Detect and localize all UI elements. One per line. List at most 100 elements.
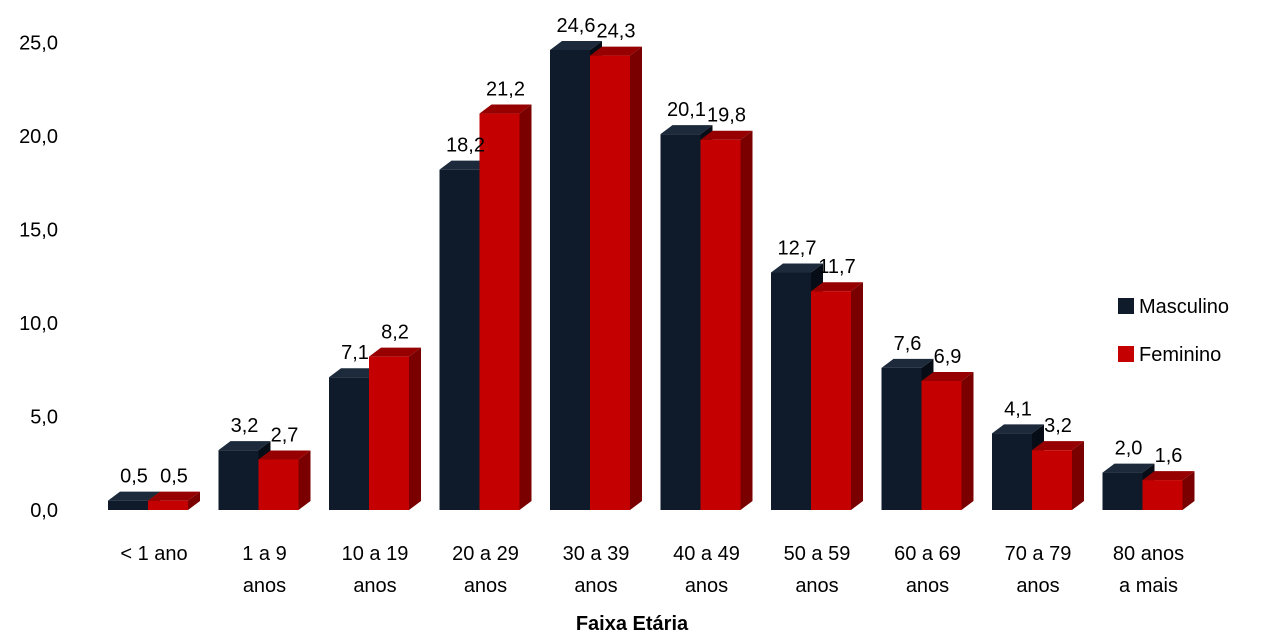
bar-front-face <box>992 433 1032 510</box>
bar-feminino <box>921 371 974 510</box>
legend-swatch <box>1118 346 1134 362</box>
x-tick-label: anos <box>574 575 617 597</box>
bar-feminino <box>1032 441 1084 510</box>
bar-side-face <box>1182 471 1195 510</box>
bar-top-face <box>329 368 381 378</box>
x-tick-label: 60 a 69 <box>894 543 961 565</box>
bar-feminino <box>148 491 200 510</box>
bar-top-face <box>1142 471 1195 481</box>
bar-front-face <box>771 272 811 510</box>
bar-top-face <box>590 46 642 56</box>
bar-front-face <box>148 500 188 510</box>
x-tick-label: 80 anos <box>1113 543 1184 565</box>
bar-top-face <box>258 450 311 460</box>
x-tick-label: 40 a 49 <box>673 543 740 565</box>
y-tick-label: 20,0 <box>19 126 58 148</box>
legend: Masculino Feminino <box>1118 296 1229 366</box>
data-label: 19,8 <box>707 105 746 127</box>
y-axis: 0,0 5,0 10,0 15,0 20,0 25,0 <box>19 33 58 523</box>
bar-front-face <box>590 55 630 511</box>
data-label: 0,5 <box>120 466 148 488</box>
bar-side-face <box>961 371 974 510</box>
data-label: 8,2 <box>381 322 409 344</box>
bar-feminino <box>590 46 642 511</box>
x-tick-label: anos <box>1016 575 1059 597</box>
y-tick-label: 5,0 <box>30 407 58 429</box>
bar-top-face <box>881 358 934 368</box>
bar-front-face <box>439 169 480 510</box>
bar-feminino <box>258 450 311 510</box>
data-label: 24,3 <box>597 21 636 43</box>
x-tick-label: anos <box>795 575 838 597</box>
data-label: 24,6 <box>557 15 596 37</box>
legend-label: Masculino <box>1139 296 1229 318</box>
bar-top-face <box>921 371 974 381</box>
bar-front-face <box>479 113 520 510</box>
bar-front-face <box>1102 472 1143 510</box>
data-label: 2,0 <box>1115 438 1143 460</box>
x-tick-label: anos <box>353 575 396 597</box>
data-label: 2,7 <box>271 425 299 447</box>
bar-top-face <box>992 424 1044 434</box>
data-label: 1,6 <box>1155 445 1183 467</box>
bar-front-face <box>258 459 299 510</box>
x-tick-label: anos <box>464 575 507 597</box>
data-label: 0,5 <box>160 466 188 488</box>
bar-feminino <box>1142 471 1195 510</box>
x-tick-label: < 1 ano <box>120 543 187 565</box>
bars <box>108 40 1195 511</box>
bar-top-face <box>369 347 421 357</box>
legend-label: Feminino <box>1139 344 1221 366</box>
y-tick-label: 25,0 <box>19 33 58 55</box>
legend-swatch <box>1118 298 1134 314</box>
bar-front-face <box>550 49 590 510</box>
bar-top-face <box>108 491 160 501</box>
x-tick-label: 10 a 19 <box>342 543 409 565</box>
bar-top-face <box>218 441 271 451</box>
y-tick-label: 0,0 <box>30 500 58 522</box>
bar-side-face <box>188 491 200 510</box>
bar-front-face <box>881 367 922 510</box>
bar-side-face <box>851 282 863 510</box>
bar-front-face <box>1032 450 1072 510</box>
bar-front-face <box>660 134 701 510</box>
bar-top-face <box>1102 463 1155 473</box>
data-label: 6,9 <box>934 346 962 368</box>
y-tick-label: 10,0 <box>19 313 58 335</box>
bar-feminino <box>479 104 532 510</box>
bar-top-face <box>660 125 713 135</box>
bar-side-face <box>1072 441 1084 510</box>
bar-feminino <box>811 282 863 510</box>
value-labels: 0,5 0,5 3,2 2,7 7,1 8,2 18,2 21,2 24,6 24,3 20,1 19… <box>120 15 1182 488</box>
bar-side-face <box>298 450 311 510</box>
bar-top-face <box>771 263 823 273</box>
data-label: 18,2 <box>446 135 485 157</box>
data-label: 12,7 <box>778 238 817 260</box>
bar-top-face <box>811 282 863 292</box>
bar-front-face <box>811 291 851 510</box>
x-tick-label: 50 a 59 <box>784 543 851 565</box>
x-tick-label: a mais <box>1119 575 1178 597</box>
data-label: 4,1 <box>1004 398 1032 420</box>
data-label: 20,1 <box>667 99 706 121</box>
bar-masculino <box>1102 463 1155 510</box>
bar-top-face <box>550 40 602 50</box>
bar-top-face <box>439 160 492 170</box>
x-tick-label: anos <box>243 575 286 597</box>
data-label: 7,6 <box>894 333 922 355</box>
bar-side-face <box>409 347 421 510</box>
x-tick-label: anos <box>906 575 949 597</box>
bar-feminino <box>700 130 753 511</box>
x-tick-label: 1 a 9 <box>242 543 286 565</box>
bar-front-face <box>218 450 259 510</box>
x-tick-label: 70 a 79 <box>1005 543 1072 565</box>
bar-side-face <box>630 46 642 511</box>
bar-top-face <box>148 491 200 501</box>
data-label: 3,2 <box>1044 415 1072 437</box>
bar-feminino <box>369 347 421 510</box>
bar-top-face <box>1032 441 1084 451</box>
data-label: 3,2 <box>231 415 259 437</box>
bar-front-face <box>329 377 369 510</box>
